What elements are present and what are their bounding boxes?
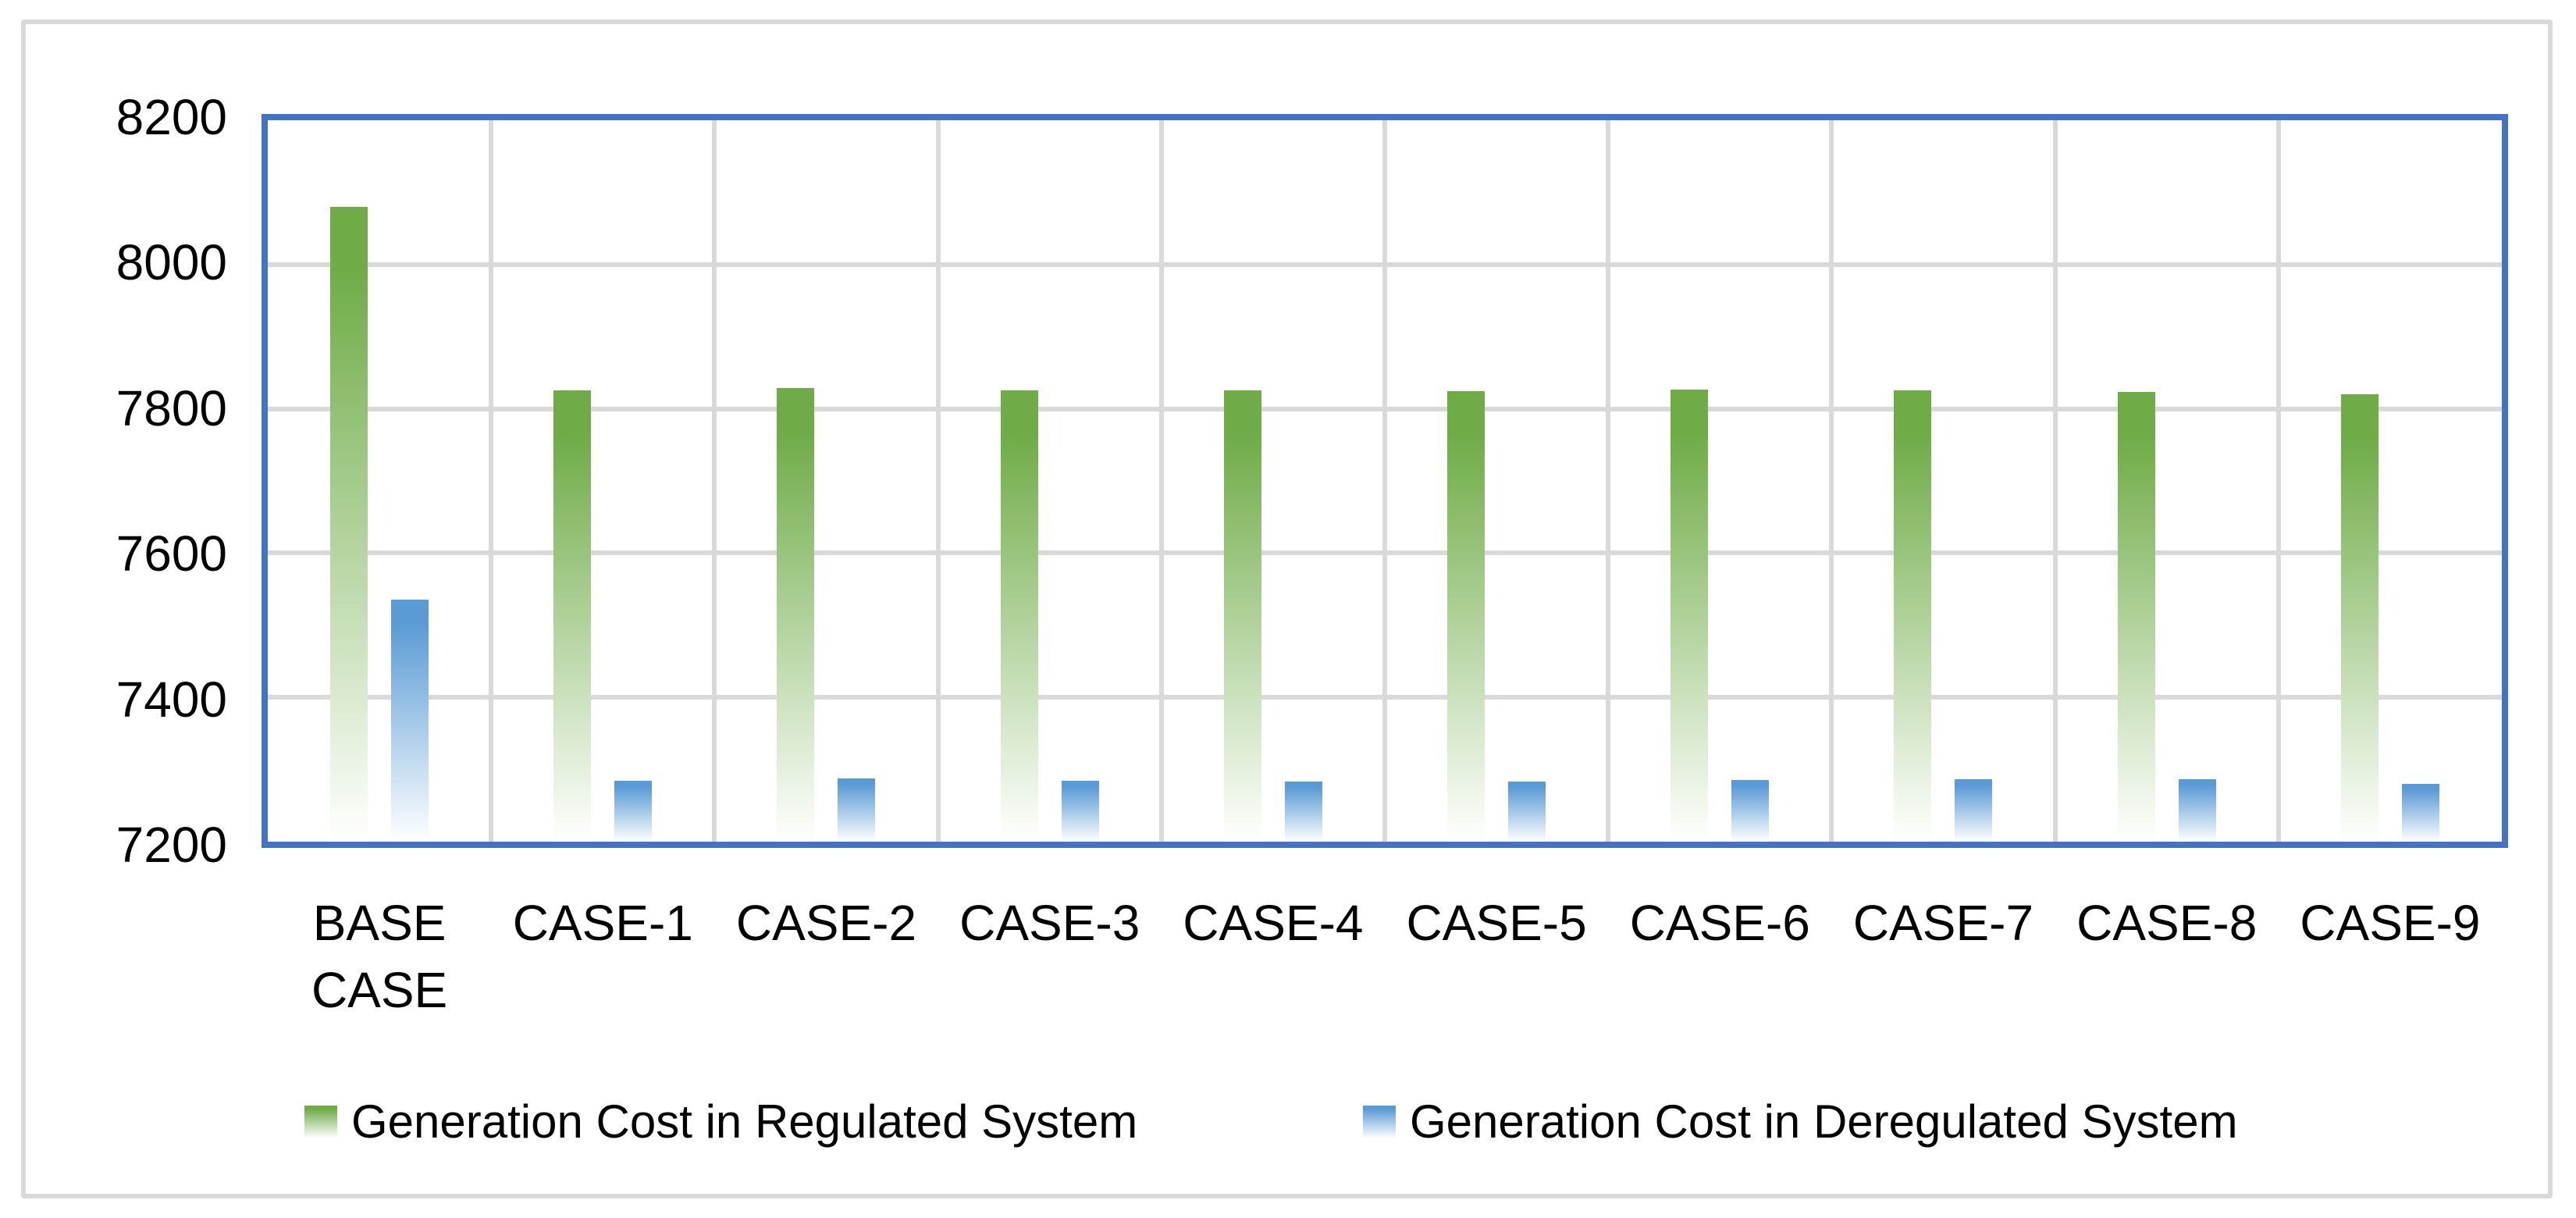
bar-deregulated-case-9 [2401, 784, 2439, 842]
category-cell-case-3 [938, 120, 1162, 842]
bar-regulated-case-1 [553, 390, 592, 842]
x-tick-label-case-6: CASE-6 [1629, 895, 1810, 951]
bar-regulated-case-2 [777, 388, 815, 842]
bar-regulated-base-case [330, 207, 368, 842]
category-cell-case-7 [1831, 120, 2055, 842]
gridline-x-8 [2052, 120, 2058, 842]
bar-deregulated-base-case [391, 600, 429, 842]
x-tick-label-case-2: CASE-2 [735, 895, 917, 951]
gridline-x-3 [935, 120, 941, 842]
legend-item-regulated: Generation Cost in Regulated System [304, 1097, 1137, 1147]
x-tick-label-case-5: CASE-5 [1406, 895, 1587, 951]
gridline-x-7 [1829, 120, 1834, 842]
gridline-x-6 [1606, 120, 1611, 842]
bar-regulated-case-7 [1894, 390, 1932, 842]
legend-marker-regulated-icon [304, 1106, 337, 1138]
y-tick-label-7800: 7800 [116, 379, 227, 436]
bar-regulated-case-4 [1223, 390, 1261, 842]
y-tick-label-8000: 8000 [116, 234, 227, 291]
category-cell-case-9 [2279, 120, 2502, 842]
bar-regulated-case-5 [1447, 391, 1485, 842]
x-tick-label-case-1: CASE-1 [512, 895, 693, 951]
x-tick-label-base-case: BASE CASE [311, 895, 448, 1018]
legend-label-deregulated: Generation Cost in Deregulated System [1410, 1095, 2238, 1148]
bar-deregulated-case-5 [1508, 782, 1546, 842]
chart-figure: 7200 7400 7600 7800 8000 8200 BASE CASE CASE-1… [21, 20, 2553, 1198]
y-tick-label-8200: 8200 [116, 89, 227, 145]
gridline-x-4 [1158, 120, 1164, 842]
x-tick-label-case-8: CASE-8 [2076, 895, 2258, 951]
category-cell-case-5 [1385, 120, 1608, 842]
gridline-x-2 [712, 120, 717, 842]
legend-label-regulated: Generation Cost in Regulated System [351, 1095, 1138, 1148]
category-cell-case-8 [2055, 120, 2279, 842]
x-tick-label-case-4: CASE-4 [1183, 895, 1364, 951]
y-tick-label-7600: 7600 [116, 525, 227, 582]
plot-area [262, 114, 2508, 848]
x-tick-label-case-7: CASE-7 [1852, 895, 2034, 951]
bar-regulated-case-8 [2117, 392, 2155, 842]
bar-regulated-case-9 [2340, 394, 2379, 842]
category-cell-base-case [268, 120, 491, 842]
x-tick-label-case-9: CASE-9 [2300, 895, 2481, 951]
bar-deregulated-case-4 [1284, 782, 1322, 842]
category-cell-case-6 [1608, 120, 1831, 842]
gridline-x-5 [1382, 120, 1387, 842]
bar-deregulated-case-7 [1955, 779, 1993, 842]
gridline-x-9 [2275, 120, 2281, 842]
legend-item-deregulated: Generation Cost in Deregulated System [1363, 1097, 2238, 1147]
y-tick-label-7400: 7400 [116, 671, 227, 728]
gridline-x-1 [489, 120, 494, 842]
category-cell-case-1 [491, 120, 714, 842]
bar-regulated-case-6 [1670, 390, 1709, 842]
y-tick-label-7200: 7200 [116, 817, 227, 873]
category-cell-case-2 [714, 120, 938, 842]
legend-marker-deregulated-icon [1363, 1106, 1396, 1138]
category-cell-case-4 [1162, 120, 1385, 842]
x-tick-label-case-3: CASE-3 [959, 895, 1140, 951]
bar-deregulated-case-3 [1061, 781, 1099, 842]
bar-deregulated-case-6 [1731, 780, 1770, 842]
bar-deregulated-case-8 [2178, 779, 2216, 842]
bar-deregulated-case-2 [838, 778, 876, 842]
bar-deregulated-case-1 [614, 781, 653, 842]
bar-regulated-case-3 [1000, 390, 1038, 842]
